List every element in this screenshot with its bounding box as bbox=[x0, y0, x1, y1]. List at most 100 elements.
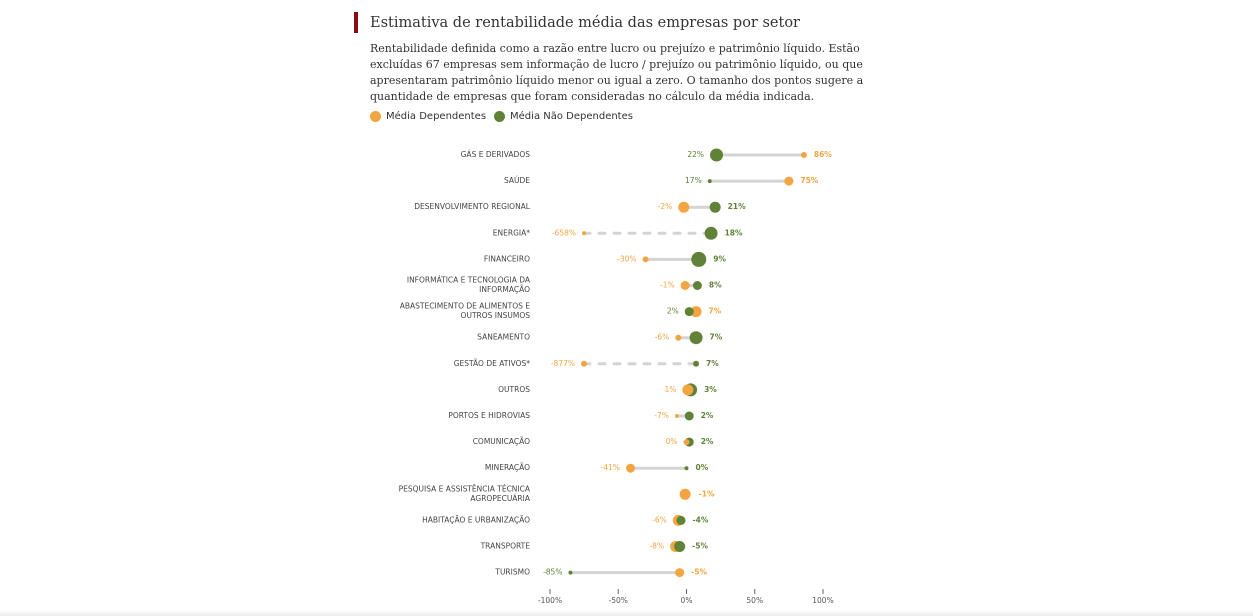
sector-label: OUTROS bbox=[498, 385, 530, 394]
independent-dot bbox=[674, 541, 686, 552]
independent-dot bbox=[676, 515, 686, 525]
value-label-high: -1% bbox=[699, 489, 715, 498]
independent-dot bbox=[684, 466, 689, 471]
value-label-low: -877% bbox=[551, 359, 575, 368]
value-label-low: -658% bbox=[552, 228, 576, 237]
sector-label: MINERAÇÃO bbox=[485, 463, 530, 472]
sector-label: FINANCEIRO bbox=[484, 254, 530, 263]
value-label-high: 9% bbox=[713, 254, 726, 263]
sector-label: TURISMO bbox=[494, 568, 530, 577]
value-label-high: 18% bbox=[725, 228, 743, 237]
independent-dot bbox=[704, 226, 718, 240]
value-label-high: 7% bbox=[709, 307, 722, 316]
chart-header: Estimativa de rentabilidade média das em… bbox=[354, 12, 899, 122]
sector-label: TRANSPORTE bbox=[480, 542, 531, 551]
legend-label-independent: Média Não Dependentes bbox=[510, 111, 633, 122]
value-label-low: 2% bbox=[667, 307, 679, 316]
value-label-high: 7% bbox=[710, 333, 723, 342]
value-label-high: -5% bbox=[692, 542, 708, 551]
value-label-high: 75% bbox=[800, 176, 818, 185]
independent-dot bbox=[691, 251, 707, 267]
value-label-high: 8% bbox=[709, 281, 722, 290]
sector-label: DESENVOLVIMENTO REGIONAL bbox=[414, 202, 531, 211]
independent-dot bbox=[707, 179, 712, 184]
dependent-dot bbox=[690, 306, 702, 318]
dependent-dot bbox=[784, 176, 794, 186]
value-label-low: -1% bbox=[660, 281, 675, 290]
x-tick-label: -50% bbox=[609, 596, 628, 605]
independent-dot bbox=[709, 201, 721, 213]
dependent-dot bbox=[675, 334, 682, 341]
title-accent-bar bbox=[354, 12, 358, 33]
sector-label: PORTOS E HIDROVIAS bbox=[448, 411, 530, 420]
sector-label: PESQUISA E ASSISTÊNCIA TÉCNICA bbox=[399, 484, 531, 493]
value-label-high: 0% bbox=[696, 463, 709, 472]
dependent-dot bbox=[682, 384, 694, 396]
value-label-high: 7% bbox=[706, 359, 719, 368]
dependent-dot bbox=[800, 152, 807, 158]
dependent-dot bbox=[683, 439, 690, 446]
sector-label: HABITAÇÃO E URBANIZAÇÃO bbox=[422, 515, 530, 524]
value-label-high: -4% bbox=[693, 515, 709, 524]
independent-dot bbox=[568, 570, 573, 575]
value-label-high: 86% bbox=[814, 150, 832, 159]
sector-label: COMUNICAÇÃO bbox=[473, 437, 530, 446]
dependent-dot bbox=[642, 256, 649, 263]
sector-label: ABASTECIMENTO DE ALIMENTOS E bbox=[400, 302, 530, 311]
value-label-high: 2% bbox=[701, 411, 714, 420]
independent-dot bbox=[684, 307, 694, 317]
value-label-low: -6% bbox=[655, 333, 670, 342]
value-label-low: -30% bbox=[617, 254, 636, 263]
value-label-high: 21% bbox=[728, 202, 746, 211]
independent-dot bbox=[693, 360, 700, 367]
value-label-low: 1% bbox=[664, 385, 676, 394]
sector-label: SAÚDE bbox=[504, 176, 530, 185]
x-tick-label: 0% bbox=[681, 596, 693, 605]
value-label-high: -5% bbox=[691, 568, 707, 577]
sector-label: INFORMAÇÃO bbox=[479, 285, 530, 294]
chart-subtitle: Rentabilidade definida como a razão entr… bbox=[370, 42, 864, 103]
legend-item-independent: Média Não Dependentes bbox=[494, 111, 633, 122]
dependent-dot bbox=[680, 281, 690, 290]
sector-label: INFORMÁTICA E TECNOLOGIA DA bbox=[407, 276, 531, 285]
legend-dot-independent-icon bbox=[494, 111, 506, 122]
dependent-dot bbox=[581, 360, 587, 367]
value-label-low: -41% bbox=[601, 463, 620, 472]
value-label-low: 17% bbox=[685, 176, 702, 185]
title-row: Estimativa de rentabilidade média das em… bbox=[354, 12, 899, 33]
sector-label: GÁS E DERIVADOS bbox=[461, 150, 531, 159]
dependent-dot bbox=[674, 414, 679, 418]
independent-dot bbox=[684, 411, 694, 421]
legend-item-dependent: Média Dependentes bbox=[370, 111, 486, 122]
dependent-dot bbox=[679, 488, 691, 500]
chart-title: Estimativa de rentabilidade média das em… bbox=[370, 14, 800, 31]
sector-label: GESTÃO DE ATIVOS* bbox=[454, 359, 530, 368]
value-label-low: -8% bbox=[649, 542, 664, 551]
sector-label: ENERGIA* bbox=[493, 228, 530, 237]
value-label-low: 22% bbox=[687, 150, 704, 159]
x-tick-label: -100% bbox=[538, 596, 562, 605]
value-label-low: 0% bbox=[666, 437, 678, 446]
sector-label: AGROPECUÁRIA bbox=[470, 494, 530, 503]
legend: Média Dependentes Média Não Dependentes bbox=[370, 111, 899, 122]
value-label-high: 2% bbox=[701, 437, 714, 446]
dependent-dot bbox=[675, 568, 685, 578]
x-tick-label: 50% bbox=[746, 596, 763, 605]
value-label-low: -85% bbox=[543, 568, 562, 577]
value-label-high: 3% bbox=[704, 385, 717, 394]
x-tick-label: 100% bbox=[812, 596, 833, 605]
dependent-dot bbox=[678, 201, 690, 213]
independent-dot bbox=[692, 281, 702, 290]
legend-label-dependent: Média Dependentes bbox=[386, 111, 487, 122]
independent-dot bbox=[689, 331, 703, 345]
dependent-dot bbox=[582, 231, 586, 236]
value-label-low: -7% bbox=[654, 411, 669, 420]
page-bottom-shade bbox=[0, 610, 1253, 616]
dependent-dot bbox=[626, 463, 636, 473]
value-label-low: -6% bbox=[652, 515, 667, 524]
sector-label: SANEAMENTO bbox=[477, 333, 530, 342]
sector-label: OUTROS INSUMOS bbox=[461, 311, 531, 320]
value-label-low: -2% bbox=[658, 202, 673, 211]
legend-dot-dependent-icon bbox=[370, 111, 381, 122]
